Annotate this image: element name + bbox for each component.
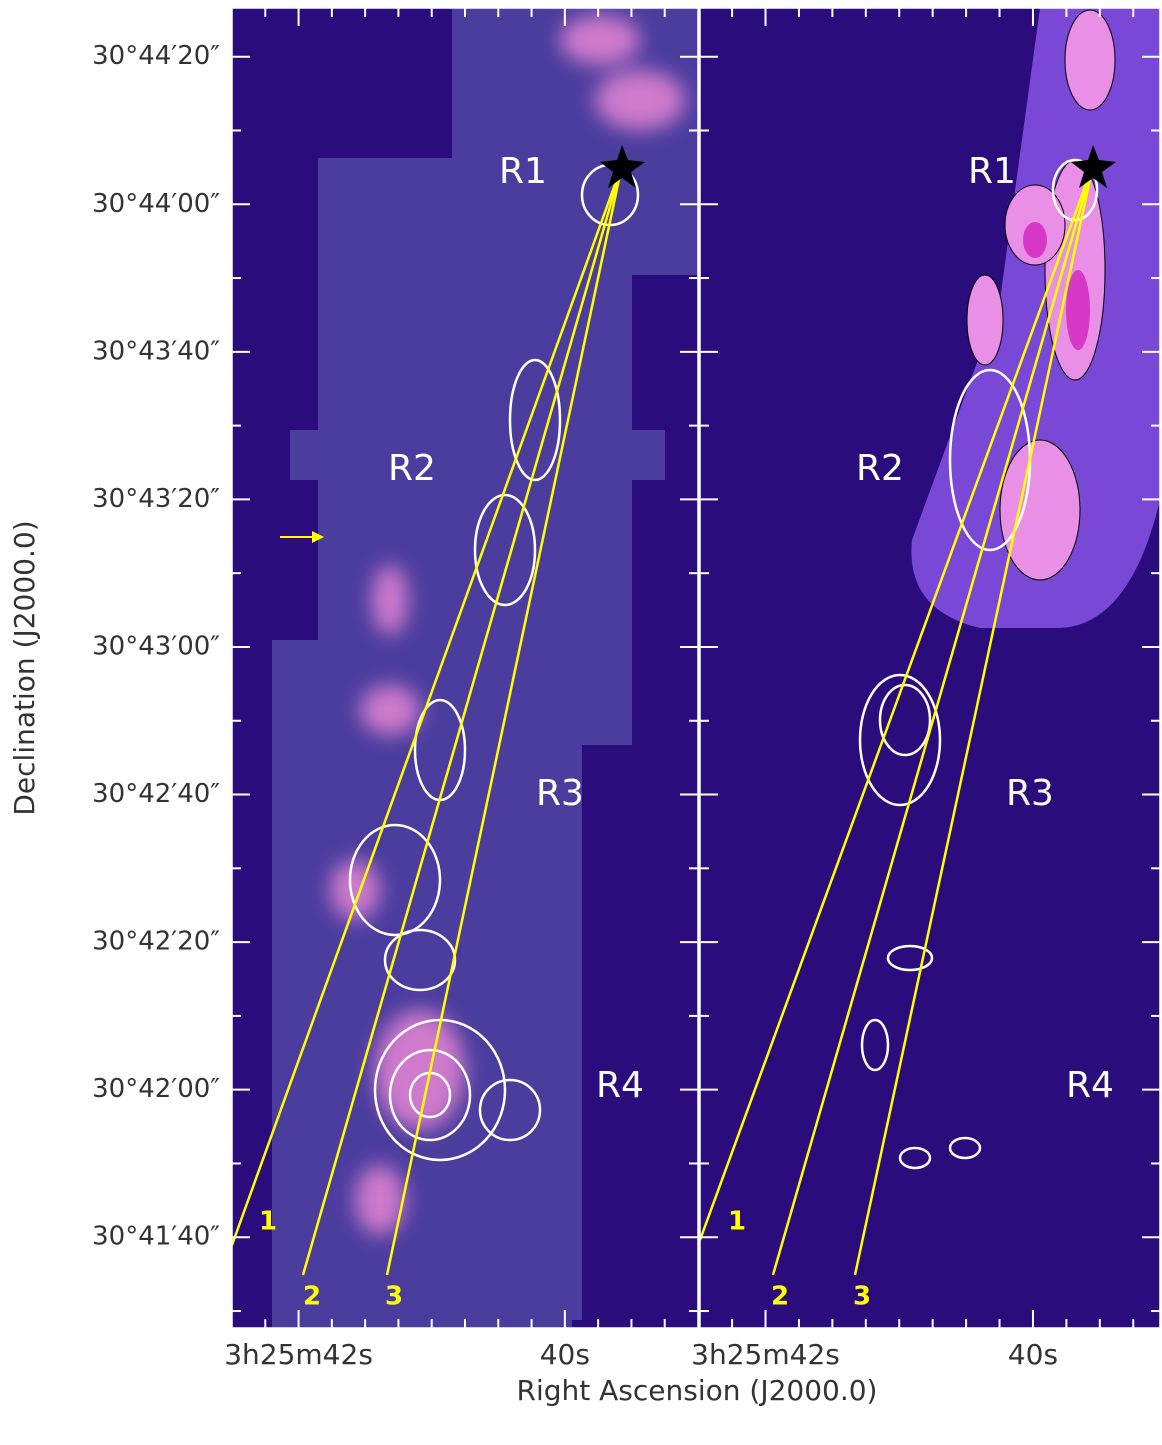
cut-label: 3 [853, 1282, 871, 1312]
region-label: R2 [388, 448, 436, 489]
region-label: R3 [1006, 773, 1054, 814]
cut-label: 3 [385, 1282, 403, 1312]
cut-label: 1 [259, 1207, 277, 1237]
y-tick-label: 30°42′40″ [92, 779, 220, 809]
y-tick-label: 30°44′20″ [92, 41, 220, 71]
x-axis-label: Right Ascension (J2000.0) [517, 1374, 878, 1407]
right-image [700, 8, 1160, 1328]
x-tick-label: 40s [1008, 1338, 1058, 1371]
region-label: R4 [1066, 1065, 1114, 1106]
y-tick-label: 30°41′40″ [92, 1222, 220, 1252]
cut-label: 1 [728, 1207, 746, 1237]
x-tick-label: 40s [540, 1338, 590, 1371]
region-label: R2 [856, 448, 904, 489]
y-tick-label: 30°44′00″ [92, 189, 220, 219]
x-tick-label: 3h25m42s [224, 1338, 373, 1371]
y-tick-label: 30°42′00″ [92, 1074, 220, 1104]
y-tick-label: 30°43′20″ [92, 484, 220, 514]
region-label: R1 [968, 151, 1016, 192]
y-axis-label: Declination (J2000.0) [8, 520, 41, 815]
figure: Right Ascension (J2000.0) Declination (J… [0, 0, 1162, 1441]
left-image [232, 8, 698, 1328]
region-label: R3 [536, 773, 584, 814]
region-label: R1 [499, 151, 547, 192]
y-tick-label: 30°43′40″ [92, 336, 220, 366]
cut-label: 2 [771, 1282, 789, 1312]
y-tick-label: 30°43′00″ [92, 631, 220, 661]
y-tick-label: 30°42′20″ [92, 927, 220, 957]
cut-label: 2 [303, 1282, 321, 1312]
x-tick-label: 3h25m42s [691, 1338, 840, 1371]
region-label: R4 [596, 1065, 644, 1106]
